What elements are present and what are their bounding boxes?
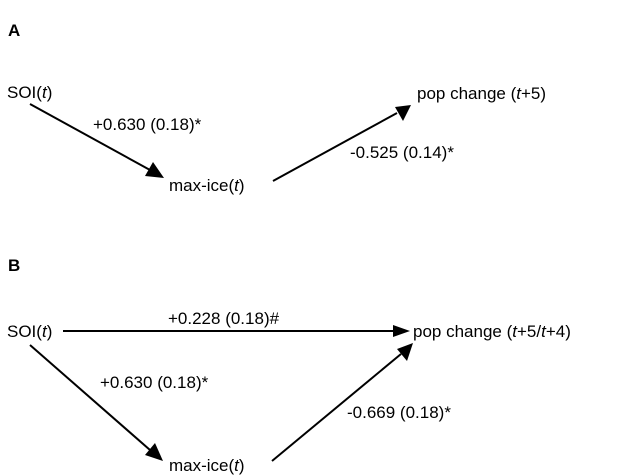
node-max-ice-a: max-ice(t)	[169, 176, 245, 195]
edge-max-ice-to-pop-a	[272, 105, 411, 182]
edge-max-ice-to-pop-b	[271, 343, 413, 462]
node-pop-change-b: pop change (t+5/t+4)	[413, 322, 571, 341]
edge-soi-to-pop-b	[63, 325, 410, 337]
panel-a: A SOI(t) max-ice(t) pop change (t+5) +0.…	[7, 21, 546, 195]
edge-label-soi-max-ice-a: +0.630 (0.18)*	[93, 115, 202, 134]
panel-a-label: A	[8, 21, 20, 40]
panel-b-label: B	[8, 256, 20, 275]
node-soi-b: SOI(t)	[7, 322, 52, 341]
node-max-ice-b: max-ice(t)	[169, 456, 245, 475]
edge-label-max-ice-pop-a: -0.525 (0.14)*	[350, 143, 454, 162]
node-soi-a: SOI(t)	[7, 83, 52, 102]
edge-label-soi-pop-b: +0.228 (0.18)#	[168, 309, 280, 328]
panel-b: B SOI(t) pop change (t+5/t+4) max-ice(t)…	[7, 256, 571, 475]
edge-soi-to-max-ice-a	[29, 103, 164, 178]
node-pop-change-a: pop change (t+5)	[417, 84, 546, 103]
edge-label-max-ice-pop-b: -0.669 (0.18)*	[347, 403, 451, 422]
edge-label-soi-max-ice-b: +0.630 (0.18)*	[100, 373, 209, 392]
edge-soi-to-max-ice-b	[29, 344, 163, 461]
